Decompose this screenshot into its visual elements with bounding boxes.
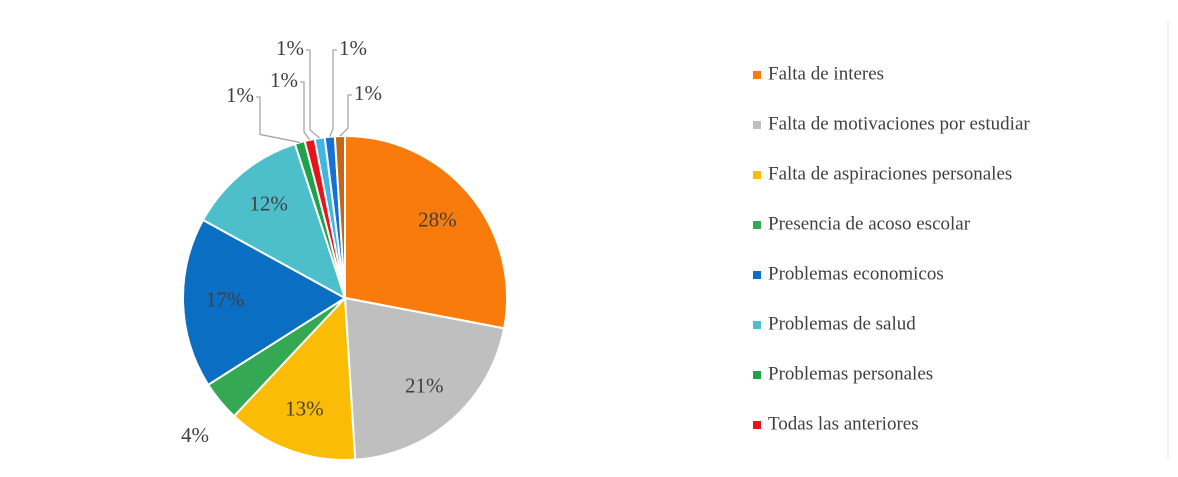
data-label: 1% <box>226 83 254 107</box>
legend-swatch <box>753 171 761 179</box>
leader-line <box>339 94 352 137</box>
leader-line <box>306 49 321 139</box>
legend-swatch <box>753 371 761 379</box>
leader-line <box>300 81 311 141</box>
data-label: 4% <box>181 423 209 447</box>
legend-swatch <box>753 71 761 79</box>
leader-line <box>329 49 337 137</box>
data-label: 21% <box>405 374 444 398</box>
data-label: 28% <box>418 207 457 231</box>
data-label: 1% <box>276 36 304 60</box>
legend-label: Todas las anteriores <box>768 413 919 434</box>
data-label: 1% <box>354 81 382 105</box>
legend-label: Falta de motivaciones por estudiar <box>768 113 1030 134</box>
legend-label: Problemas de salud <box>768 313 916 334</box>
data-label: 12% <box>249 191 288 215</box>
data-label: 1% <box>270 68 298 92</box>
pie-slice <box>182 218 347 387</box>
legend-swatch <box>753 121 761 129</box>
legend-swatch <box>753 271 761 279</box>
legend-label: Presencia de acoso escolar <box>768 213 971 234</box>
data-label: 13% <box>285 397 324 421</box>
legend-label: Falta de interes <box>768 63 884 84</box>
pie-slice <box>343 296 506 461</box>
data-label: 1% <box>339 36 367 60</box>
legend-swatch <box>753 321 761 329</box>
pie-slice <box>201 142 347 301</box>
legend-label: Falta de aspiraciones personales <box>768 163 1012 184</box>
leader-line <box>256 96 300 144</box>
pie-slice <box>232 295 357 461</box>
legend-label: Problemas personales <box>768 363 933 384</box>
pie-slice <box>344 134 508 330</box>
data-label: 17% <box>206 288 245 312</box>
legend-swatch <box>753 421 761 429</box>
legend-label: Problemas economicos <box>768 263 944 284</box>
pie-slice <box>333 134 346 299</box>
legend-swatch <box>753 221 761 229</box>
